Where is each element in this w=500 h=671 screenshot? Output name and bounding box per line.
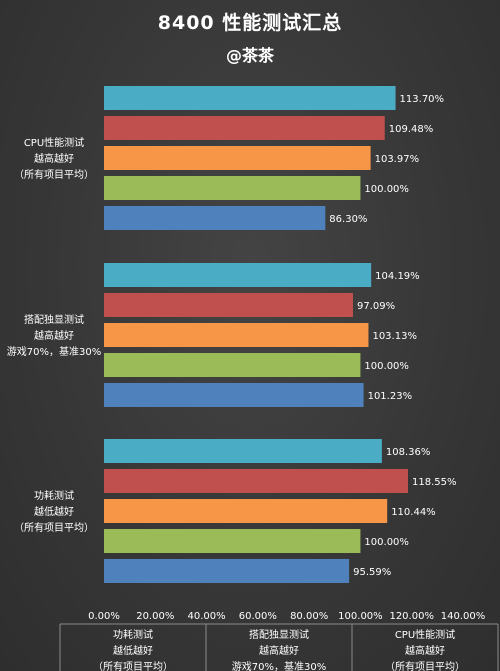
table-cell: 功耗测试 <box>113 628 153 641</box>
table-cell: CPU性能测试 <box>395 628 455 641</box>
bar-value-label: 108.36% <box>386 447 431 458</box>
x-tick-label: 20.00% <box>136 611 174 622</box>
bar-value-label: 118.55% <box>412 477 457 488</box>
bar <box>104 116 385 140</box>
bar <box>104 146 371 170</box>
bar-value-label: 100.00% <box>364 537 409 548</box>
table-cell: 越高越好 <box>259 644 299 657</box>
bar <box>104 529 361 553</box>
chart-subtitle: @茶茶 <box>225 46 274 65</box>
x-tick-label: 120.00% <box>389 611 434 622</box>
x-tick-label: 60.00% <box>239 611 277 622</box>
bar-group-3: 108.36% 118.55% 110.44% 100.00% 95.59% <box>104 439 456 583</box>
bar-value-label: 97.09% <box>357 301 395 312</box>
category-label: （所有项目平均） <box>14 521 94 534</box>
category-label: 搭配独显测试 <box>24 313 84 326</box>
table-cell: 越高越好 <box>405 644 445 657</box>
bar <box>104 86 396 110</box>
x-tick-label: 0.00% <box>88 611 120 622</box>
category-label: （所有项目平均） <box>14 168 94 181</box>
table-cell: 游戏70%，基准30% <box>232 660 326 671</box>
bar <box>104 499 388 523</box>
bar-value-label: 104.19% <box>375 271 420 282</box>
bar <box>104 176 361 200</box>
x-tick-label: 140.00% <box>441 611 486 622</box>
bar-value-label: 110.44% <box>391 507 436 518</box>
bar <box>104 439 382 463</box>
bar-value-label: 113.70% <box>400 94 445 105</box>
bar <box>104 263 372 287</box>
x-tick-label: 80.00% <box>290 611 328 622</box>
bar <box>104 383 364 407</box>
category-label: 越高越好 <box>34 329 74 342</box>
table-cell: （所有项目平均） <box>93 660 173 671</box>
bar-group-1: 113.70% 109.48% 103.97% 100.00% 86.30% <box>104 86 444 230</box>
bar <box>104 206 326 230</box>
bar-value-label: 109.48% <box>389 124 434 135</box>
category-label: 越低越好 <box>34 505 74 518</box>
x-tick-label: 100.00% <box>338 611 383 622</box>
bar <box>104 559 350 583</box>
bar <box>104 353 361 377</box>
bar-value-label: 103.97% <box>375 154 420 165</box>
bar <box>104 323 369 347</box>
table-cell: 越低越好 <box>113 644 153 657</box>
bar <box>104 469 408 493</box>
category-label: CPU性能测试 <box>24 136 84 149</box>
bar-value-label: 86.30% <box>329 214 367 225</box>
bar-value-label: 100.00% <box>364 361 409 372</box>
category-label: 越高越好 <box>34 152 74 165</box>
bar-value-label: 95.59% <box>353 567 391 578</box>
table-cell: （所有项目平均） <box>385 660 465 671</box>
bar-value-label: 101.23% <box>368 391 413 402</box>
bar-value-label: 103.13% <box>372 331 417 342</box>
bar-group-2: 104.19% 97.09% 103.13% 100.00% 101.23% <box>104 263 420 407</box>
table-cell: 搭配独显测试 <box>249 628 309 641</box>
bar-value-label: 100.00% <box>364 184 409 195</box>
x-tick-label: 40.00% <box>188 611 226 622</box>
category-label: 功耗测试 <box>34 489 74 502</box>
chart-title: 8400 性能测试汇总 <box>157 12 343 34</box>
category-label: 游戏70%，基准30% <box>7 345 101 358</box>
bar <box>104 293 353 317</box>
data-table: 功耗测试越低越好（所有项目平均）搭配独显测试越高越好游戏70%，基准30%CPU… <box>59 623 499 671</box>
